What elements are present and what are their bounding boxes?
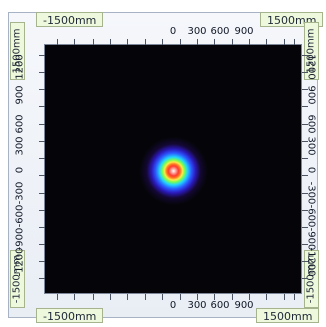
top-axis-label: 900 (234, 26, 254, 37)
right-tick-9 (302, 193, 308, 194)
left-axis-label: -1200 (14, 247, 26, 277)
bottom-tick-11 (232, 294, 233, 300)
right-tick-14 (302, 278, 308, 279)
top-tick-4 (110, 39, 111, 45)
bottom-right-range-label[interactable]: 1500mm (256, 308, 320, 323)
left-axis-label: 0 (14, 166, 26, 174)
right-axis-label: 300 (305, 136, 317, 156)
bottom-tick-9 (197, 294, 198, 300)
right-axis-label: 1200 (305, 54, 317, 80)
right-tick-8 (302, 175, 308, 176)
bottom-tick-8 (180, 294, 181, 300)
bottom-tick-13 (266, 294, 267, 300)
top-tick-6 (145, 39, 146, 45)
top-tick-14 (284, 39, 285, 45)
bottom-axis-label: 300 (187, 300, 207, 311)
left-axis-label: 900 (14, 85, 26, 105)
right-tick-1 (302, 55, 308, 56)
bottom-axis-label: 600 (210, 300, 230, 311)
bottom-axis-label: 0 (169, 300, 177, 311)
top-tick-10 (214, 39, 215, 45)
top-tick-1 (57, 39, 58, 45)
left-axis-label: 1200 (14, 54, 26, 80)
left-tick-14 (39, 278, 45, 279)
left-tick-5 (39, 124, 45, 125)
top-axis-label: 0 (169, 26, 177, 37)
left-tick-9 (39, 193, 45, 194)
right-bottom-range-label[interactable]: -1500mm (304, 250, 319, 308)
left-axis-label: 600 (14, 114, 26, 134)
bottom-left-range-label[interactable]: -1500mm (36, 308, 104, 323)
right-axis-label: -600 (305, 204, 317, 228)
top-tick-7 (162, 39, 163, 45)
left-axis-label: 300 (14, 136, 26, 156)
bottom-tick-15 (294, 294, 295, 300)
left-tick-12 (39, 244, 45, 245)
left-tick-6 (39, 141, 45, 142)
left-tick-2 (39, 72, 45, 73)
right-axis-label: -300 (305, 181, 317, 205)
right-axis-label: -1200 (305, 247, 317, 277)
bottom-tick-6 (145, 294, 146, 300)
left-tick-10 (39, 210, 45, 211)
bottom-tick-1 (57, 294, 58, 300)
right-tick-13 (302, 261, 308, 262)
bottom-axis-label: 900 (234, 300, 254, 311)
right-tick-3 (302, 89, 308, 90)
bottom-tick-5 (127, 294, 128, 300)
bottom-tick-10 (214, 294, 215, 300)
left-axis-label: -300 (14, 181, 26, 205)
left-tick-13 (39, 261, 45, 262)
top-tick-2 (74, 39, 75, 45)
right-top-range-label[interactable]: 1500mm (304, 22, 319, 80)
left-axis-label: -600 (14, 204, 26, 228)
right-axis-label: 600 (305, 114, 317, 134)
bottom-tick-12 (249, 294, 250, 300)
right-tick-5 (302, 124, 308, 125)
top-tick-9 (197, 39, 198, 45)
top-axis-label: 600 (210, 26, 230, 37)
left-ruler (28, 44, 44, 294)
top-left-range-label[interactable]: -1500mm (36, 12, 104, 27)
bottom-tick-2 (74, 294, 75, 300)
bottom-tick-4 (110, 294, 111, 300)
bottom-tick-7 (162, 294, 163, 300)
left-tick-4 (39, 106, 45, 107)
right-tick-12 (302, 244, 308, 245)
right-tick-6 (302, 141, 308, 142)
beam-hotspot (45, 45, 301, 293)
top-tick-5 (127, 39, 128, 45)
left-tick-1 (39, 55, 45, 56)
heatmap-plot[interactable] (44, 44, 302, 294)
top-tick-8 (180, 39, 181, 45)
right-tick-4 (302, 106, 308, 107)
left-tick-3 (39, 89, 45, 90)
top-tick-11 (232, 39, 233, 45)
left-tick-8 (39, 175, 45, 176)
top-tick-15 (294, 39, 295, 45)
right-axis-label: 900 (305, 85, 317, 105)
left-top-range-label[interactable]: 1500mm (10, 22, 25, 80)
left-bottom-range-label[interactable]: -1500mm (10, 250, 25, 308)
right-axis-label: 0 (305, 166, 317, 174)
left-tick-7 (39, 158, 45, 159)
right-tick-10 (302, 210, 308, 211)
right-tick-2 (302, 72, 308, 73)
top-tick-3 (93, 39, 94, 45)
bottom-tick-3 (93, 294, 94, 300)
right-tick-7 (302, 158, 308, 159)
top-tick-12 (249, 39, 250, 45)
top-tick-13 (266, 39, 267, 45)
left-tick-11 (39, 227, 45, 228)
bottom-tick-14 (284, 294, 285, 300)
right-tick-11 (302, 227, 308, 228)
top-axis-label: 300 (187, 26, 207, 37)
